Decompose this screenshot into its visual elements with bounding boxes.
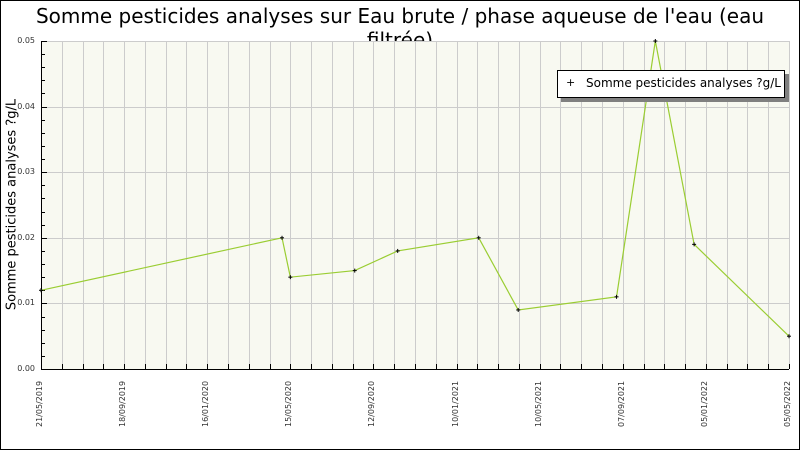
y-tick-label: 0.05 bbox=[17, 36, 35, 45]
y-tick-label: 0.03 bbox=[17, 167, 35, 177]
x-tick-label: 21/05/2019 bbox=[35, 380, 44, 427]
x-tick-label: 07/09/2021 bbox=[616, 380, 626, 427]
x-tick-label: 05/01/2022 bbox=[699, 380, 709, 427]
y-tick-label: 0.04 bbox=[17, 101, 35, 111]
legend-label: Somme pesticides analyses ?g/L bbox=[586, 76, 781, 90]
x-tick-label: 10/01/2021 bbox=[450, 380, 460, 427]
legend-marker-icon: + bbox=[566, 76, 576, 89]
x-tick-label: 16/01/2020 bbox=[201, 380, 211, 427]
x-tick-label: 15/05/2020 bbox=[284, 380, 294, 427]
y-tick-label: 0.01 bbox=[17, 298, 35, 308]
x-tick-label: 12/09/2020 bbox=[367, 380, 377, 427]
y-tick-label: 0.02 bbox=[17, 232, 35, 242]
x-tick-label: 10/05/2021 bbox=[533, 380, 543, 427]
x-tick-label: 18/09/2019 bbox=[118, 380, 128, 427]
y-tick-label: 0.00 bbox=[17, 364, 35, 373]
legend: + Somme pesticides analyses ?g/L bbox=[557, 70, 785, 98]
x-tick-label: 05/05/2022 bbox=[783, 380, 792, 427]
